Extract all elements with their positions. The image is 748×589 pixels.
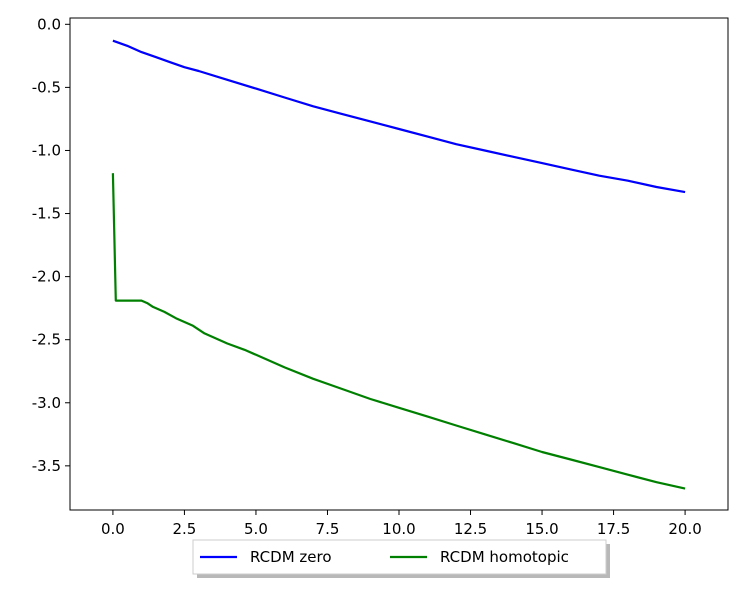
x-tick-label: 12.5 xyxy=(454,520,487,538)
x-tick-label: 17.5 xyxy=(597,520,630,538)
y-tick-label: -3.5 xyxy=(32,457,61,475)
x-tick-label: 7.5 xyxy=(316,520,340,538)
y-tick-label: 0.0 xyxy=(37,15,61,33)
series-lines xyxy=(111,39,686,490)
y-axis: 0.0 -0.5 -1.0 -1.5 -2.0 -2.5 -3.0 -3.5 xyxy=(32,15,70,475)
y-tick-label: -2.5 xyxy=(32,331,61,349)
x-tick-label: 5.0 xyxy=(244,520,268,538)
x-tick-label: 15.0 xyxy=(525,520,558,538)
y-tick-label: -2.0 xyxy=(32,268,61,286)
y-tick-label: -1.5 xyxy=(32,205,61,223)
x-tick-label: 10.0 xyxy=(382,520,415,538)
series-line-rcdm-homotopic xyxy=(111,173,686,490)
y-tick-label: -3.0 xyxy=(32,394,61,412)
y-tick-label: -0.5 xyxy=(32,78,61,96)
legend-label-rcdm-homotopic: RCDM homotopic xyxy=(440,548,569,566)
plot-area xyxy=(69,17,729,511)
x-tick-label: 0.0 xyxy=(101,520,125,538)
series-line-rcdm-zero xyxy=(112,39,686,194)
x-axis: 0.0 2.5 5.0 7.5 10.0 12.5 15.0 17.5 20.0 xyxy=(101,510,702,538)
legend: RCDM zero RCDM homotopic xyxy=(192,539,610,578)
y-tick-label: -1.0 xyxy=(32,141,61,159)
x-tick-label: 2.5 xyxy=(173,520,197,538)
legend-label-rcdm-zero: RCDM zero xyxy=(250,548,332,566)
x-tick-label: 20.0 xyxy=(668,520,701,538)
